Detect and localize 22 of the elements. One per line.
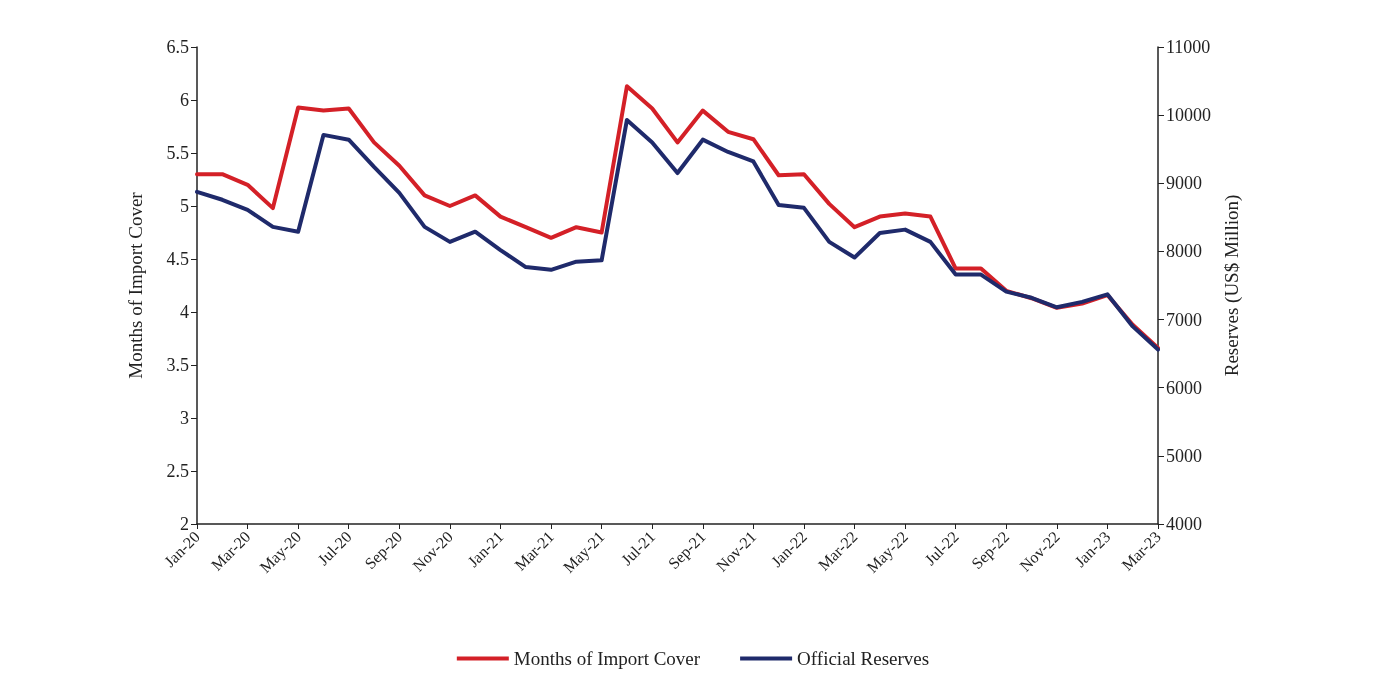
- y-tick-label: 4.5: [166, 249, 189, 269]
- y-tick-label: 6.5: [166, 37, 189, 57]
- y2-tick-label: 9000: [1166, 173, 1202, 194]
- y2-tick-label: 4000: [1166, 514, 1202, 534]
- y2-axis-title: Reserves (US$ Million): [1220, 194, 1243, 377]
- y2-tick-label: 6000: [1166, 377, 1202, 398]
- y-tick-label: 6: [180, 90, 189, 110]
- y-tick-label: 2.5: [166, 461, 189, 481]
- y-tick-label: 5.5: [166, 143, 189, 163]
- y2-tick-label: 10000: [1166, 105, 1211, 126]
- y-tick-label: 5: [180, 196, 189, 216]
- y-tick-label: 3: [180, 408, 189, 428]
- y-tick-label: 2: [180, 514, 189, 534]
- y-tick-label: 3.5: [166, 355, 189, 375]
- y-axis-title: Months of Import Cover: [125, 191, 146, 379]
- y2-tick-label: 11000: [1166, 37, 1211, 57]
- y-tick-label: 4: [180, 302, 189, 322]
- y2-tick-label: 5000: [1166, 445, 1202, 466]
- legend-label: Official Reserves: [797, 648, 930, 669]
- legend-label: Months of Import Cover: [513, 648, 701, 669]
- y2-tick-label: 7000: [1166, 309, 1202, 330]
- y2-tick-label: 8000: [1166, 241, 1202, 262]
